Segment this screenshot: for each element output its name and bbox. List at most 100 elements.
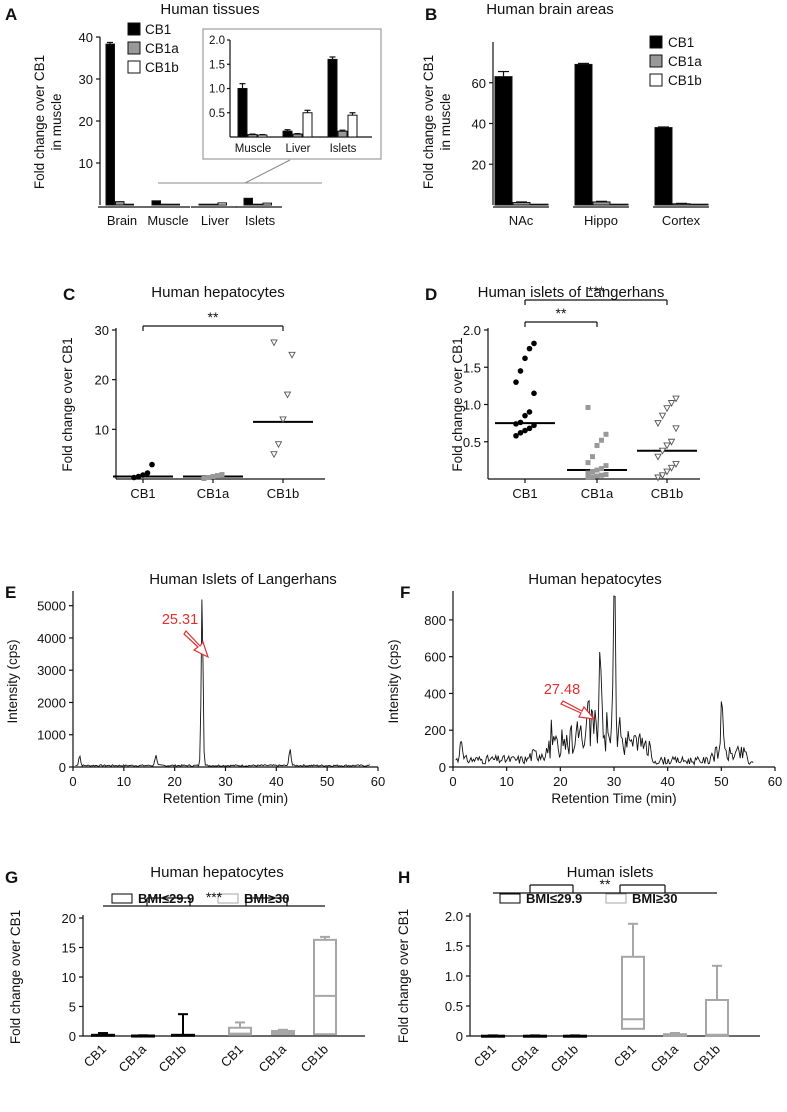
annotation-arrow: [560, 700, 596, 720]
panel-letter-f: F: [400, 583, 410, 602]
box: [705, 999, 729, 1037]
legend-label: BMI≥30: [632, 891, 677, 906]
y-axis-label: Fold change over CB1: [60, 337, 75, 471]
x-axis-label: Retention Time (min): [551, 791, 676, 806]
x-tick-label: CB1a: [197, 486, 230, 501]
significance-label: **: [600, 876, 611, 892]
data-point: [658, 447, 667, 455]
chromatogram-trace: [455, 595, 754, 766]
x-tick-label: CB1a: [648, 1041, 682, 1075]
x-tick-label: CB1b: [690, 1042, 724, 1076]
x-tick-label: 0: [69, 774, 76, 789]
bar: [494, 76, 513, 206]
y-tick-label: 40: [472, 117, 486, 132]
x-tick-label: CB1b: [156, 1042, 190, 1076]
y-tick-label: 0: [59, 760, 66, 775]
data-point: [513, 379, 519, 385]
y-axis-label-line: Fold change over CB1: [421, 55, 436, 189]
data-point: [594, 442, 600, 448]
inset-bar: [327, 58, 338, 138]
y-tick-label: 1.0: [463, 398, 481, 413]
bar: [574, 63, 593, 206]
box: [313, 938, 337, 1036]
y-tick-label: 10: [95, 422, 109, 437]
inset-y-tick-label: 2.0: [209, 35, 225, 47]
data-point: [279, 416, 287, 424]
y-tick-label: 200: [424, 723, 446, 738]
panel-letter-b: B: [425, 5, 437, 24]
data-point: [594, 473, 600, 479]
y-axis-label-line: in muscle: [438, 93, 453, 150]
x-tick-label: 60: [768, 774, 782, 789]
y-tick-label: 30: [95, 323, 109, 338]
data-point: [585, 475, 591, 481]
x-tick-label: 40: [660, 774, 674, 789]
data-point: [667, 438, 676, 446]
bar: [208, 203, 218, 206]
y-tick-label: 20: [95, 373, 109, 388]
data-point: [131, 474, 137, 481]
x-tick-label: CB1b: [298, 1042, 332, 1076]
inset-y-tick-label: 0.5: [209, 108, 225, 120]
x-tick-label: CB1b: [267, 486, 300, 501]
legend-swatch: [127, 22, 141, 36]
y-tick-label: 60: [472, 76, 486, 91]
x-tick-label: CB1: [471, 1042, 499, 1070]
bar: [170, 203, 180, 206]
x-tick-label: 60: [371, 774, 385, 789]
data-point: [603, 463, 609, 469]
peak-annotation: 25.31: [162, 612, 198, 628]
peak-annotation: 27.48: [544, 682, 580, 698]
y-tick-label: 800: [424, 613, 446, 628]
data-point: [283, 391, 292, 399]
y-axis-label-line: Fold change over CB1: [396, 909, 411, 1043]
bar: [198, 203, 208, 206]
legend-swatch: [111, 893, 133, 904]
panel-letter-c: C: [63, 285, 75, 304]
y-tick-label: 5000: [37, 599, 66, 614]
x-tick-label: Brain: [107, 213, 137, 228]
y-tick-label: 0: [69, 1029, 76, 1044]
data-point: [135, 473, 142, 480]
data-point: [603, 472, 609, 478]
x-tick-label: CB1: [512, 486, 537, 501]
data-point: [672, 461, 680, 469]
inset-y-tick-label: 1.5: [209, 59, 225, 71]
x-tick-label: CB1a: [116, 1041, 150, 1075]
y-axis-label: Fold change over CB1 in muscle: [32, 55, 64, 189]
data-point: [594, 467, 600, 473]
legend-label: CB1b: [145, 60, 179, 75]
legend-label: CB1: [668, 35, 694, 50]
data-point: [526, 425, 533, 432]
data-point: [654, 474, 662, 482]
inset-x-tick-label: Islets: [330, 143, 357, 155]
inset-x-tick-label: Liver: [286, 143, 311, 155]
legend-swatch: [649, 35, 663, 49]
y-tick-label: 10: [79, 156, 93, 171]
zoom-connector: [244, 159, 291, 184]
data-point: [658, 412, 667, 420]
data-point: [663, 468, 671, 476]
box: [228, 1026, 252, 1036]
chart-title: Human hepatocytes: [150, 864, 283, 881]
data-point: [513, 421, 519, 427]
data-point: [667, 400, 676, 407]
data-point: [219, 472, 225, 478]
data-point: [274, 441, 283, 449]
inset-bar: [292, 133, 303, 138]
data-point: [531, 390, 537, 397]
y-axis-label-line: Fold change over CB1: [450, 337, 465, 471]
x-tick-label: 20: [167, 774, 181, 789]
legend-swatch: [217, 893, 239, 904]
x-tick-label: 50: [320, 774, 334, 789]
y-axis-label-line: Fold change over CB1: [32, 55, 47, 189]
legend-swatch: [499, 893, 521, 904]
y-axis-label: Intensity (cps): [386, 639, 401, 723]
y-axis-label-line: in muscle: [49, 93, 64, 150]
legend-swatch: [127, 60, 141, 74]
inset-bar: [302, 112, 313, 138]
panel-letter-d: D: [425, 285, 437, 304]
bar: [690, 203, 709, 206]
y-tick-label: 15: [62, 941, 76, 956]
